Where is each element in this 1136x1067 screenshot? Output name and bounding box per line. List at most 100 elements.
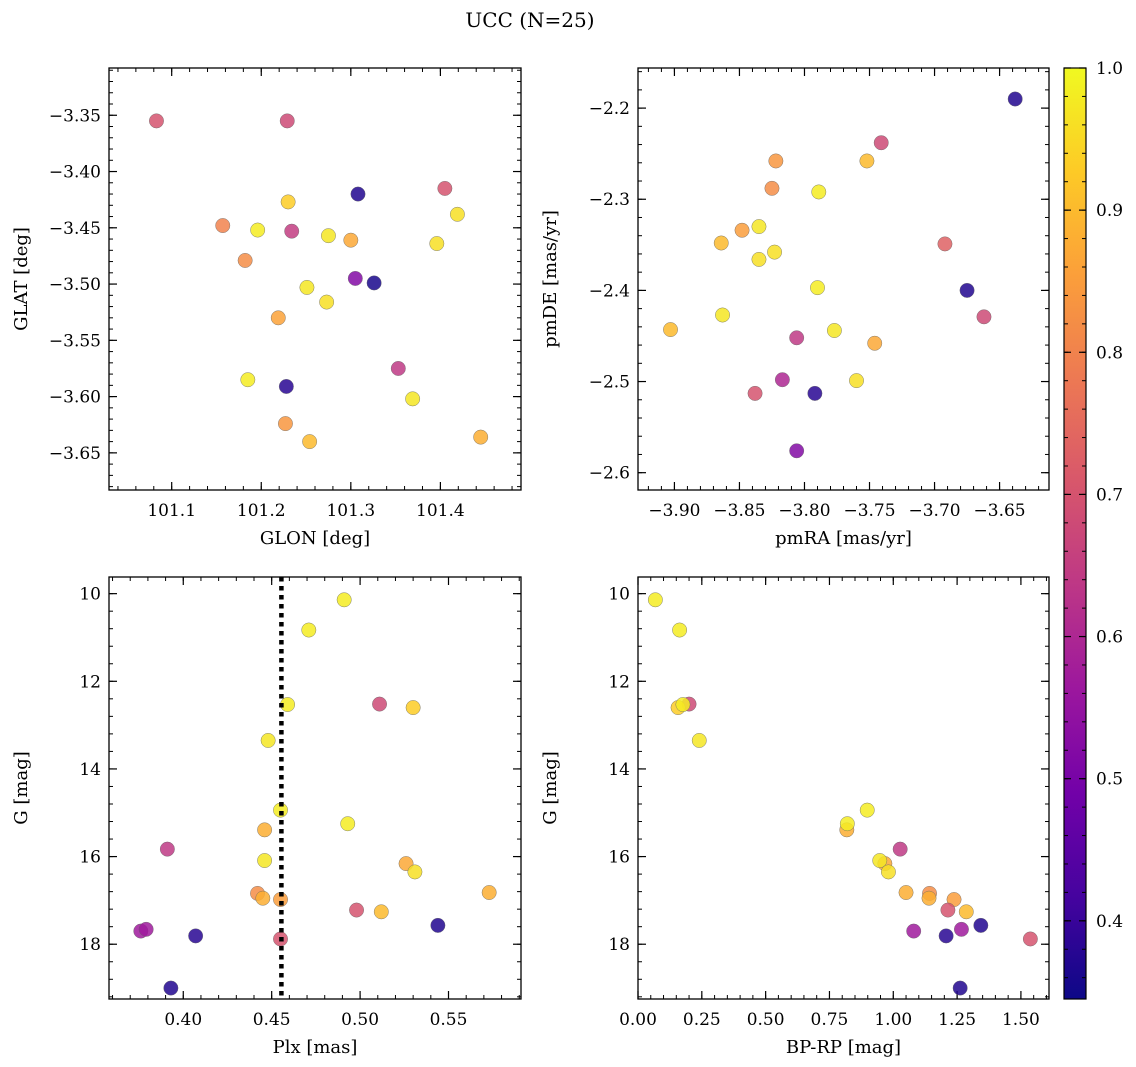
scatter-point (299, 280, 315, 295)
scatter-point (849, 373, 864, 389)
x-tick-label: −3.80 (778, 501, 830, 521)
scatter-point (138, 921, 154, 937)
y-tick-label: −2.3 (589, 190, 630, 210)
y-tick-label: 16 (608, 848, 630, 868)
scatter-point (188, 928, 204, 944)
scatter-point (898, 885, 914, 900)
scatter-point (407, 864, 423, 880)
scatter-point (159, 841, 175, 857)
colorbar-tick-label: 0.7 (1096, 485, 1123, 505)
scatter-point (255, 890, 271, 906)
axes-frame (637, 67, 1050, 491)
x-tick-label: 0.55 (430, 1010, 468, 1030)
x-tick-label: 101.4 (416, 501, 465, 521)
colorbar: 0.4 0.5 0.6 0.7 0.8 0.9 1.0 (1063, 59, 1123, 1000)
scatter-point (940, 902, 956, 918)
scatter-point (873, 135, 889, 151)
scatter-point (257, 853, 273, 868)
axes-frame (108, 576, 522, 1000)
scatter-point (892, 841, 908, 857)
axes-frame (108, 67, 522, 491)
colorbar-tick-label: 0.4 (1096, 912, 1123, 932)
scatter-point (764, 180, 780, 196)
scatter-point (952, 980, 968, 996)
y-tick-label: −2.5 (589, 373, 630, 393)
x-tick-label: 0.50 (747, 1010, 785, 1030)
colorbar-tick-label: 0.5 (1096, 770, 1123, 790)
scatter-point (859, 802, 875, 818)
scatter-point (284, 223, 300, 239)
scatter-point (437, 181, 453, 196)
colorbar-tick-label: 1.0 (1096, 59, 1123, 79)
scatter-point (859, 153, 875, 169)
scatter-point (872, 853, 888, 868)
scatter-point (336, 592, 352, 608)
y-tick-label: −3.60 (49, 388, 101, 408)
scatter-point (675, 697, 691, 712)
x-axis-label: BP-RP [mag] (786, 1037, 901, 1058)
scatter-point (373, 904, 389, 920)
scatter-point (250, 222, 266, 238)
scatter-point (768, 153, 784, 169)
scatter-point (279, 113, 295, 129)
scatter-point (301, 622, 317, 638)
y-axis-label: pmDE [mas/yr] (540, 210, 561, 348)
scatter-point (270, 310, 286, 326)
scatter-point (1022, 931, 1038, 947)
scatter-point (691, 733, 707, 748)
scatter-point (450, 206, 465, 222)
y-tick-label: 18 (608, 935, 630, 955)
x-tick-label: 1.25 (938, 1010, 976, 1030)
y-axis-label: GLAT [deg] (11, 227, 32, 331)
figure-title: UCC (N=25) (465, 8, 594, 32)
scatter-point (767, 244, 782, 260)
scatter-point (340, 816, 356, 832)
scatter-point (747, 385, 763, 401)
scatter-point (713, 235, 729, 251)
scatter-point (663, 322, 678, 337)
x-tick-label: −3.75 (843, 501, 895, 521)
x-tick-label: 0.00 (619, 1010, 657, 1030)
x-tick-label: 0.75 (811, 1010, 849, 1030)
x-tick-label: −3.90 (648, 501, 700, 521)
scatter-point (973, 917, 989, 933)
scatter-point (807, 385, 823, 401)
scatter-point (149, 113, 164, 129)
axes-frame (637, 576, 1050, 1000)
y-tick-label: −3.40 (49, 163, 101, 183)
scatter-point (811, 184, 827, 200)
scatter-point (343, 232, 359, 248)
x-tick-label: 0.45 (253, 1010, 291, 1030)
x-tick-label: −3.70 (908, 501, 960, 521)
x-tick-label: 1.00 (874, 1010, 912, 1030)
scatter-point (921, 890, 937, 906)
colorbar-tick-label: 0.6 (1096, 628, 1123, 648)
scatter-point (237, 253, 253, 268)
panel-3: 0.40 0.45 0.50 0.55 10 12 14 16 18 Plx [mas] G [ma… (11, 576, 522, 1058)
scatter-point (954, 921, 969, 937)
y-tick-label: 10 (608, 585, 630, 605)
x-axis-label: pmRA [mas/yr] (775, 528, 912, 549)
panel-2: −3.90 −3.85 −3.80 −3.75 −3.70 −3.65 −2.2 −2.3 −2… (540, 67, 1050, 549)
scatter-point (734, 222, 750, 238)
x-tick-label: 1.50 (1002, 1010, 1040, 1030)
scatter-point (321, 228, 336, 244)
colorbar-tick-label: 0.9 (1096, 201, 1123, 221)
scatter-point (257, 822, 273, 838)
y-tick-label: −2.2 (589, 99, 630, 119)
y-tick-label: 14 (79, 760, 101, 780)
scatter-point (1007, 91, 1023, 107)
y-tick-label: 10 (79, 585, 101, 605)
scatter-point (372, 696, 387, 712)
scatter-point (906, 923, 922, 939)
scatter-point (260, 733, 276, 748)
y-tick-label: 18 (79, 935, 101, 955)
scatter-point (826, 323, 842, 338)
colorbar-tick-label: 0.8 (1096, 343, 1123, 363)
y-tick-label: 14 (608, 760, 630, 780)
x-axis-label: GLON [deg] (260, 528, 370, 549)
panel-1: 101.1 101.2 101.3 101.4 −3.35 −3.40 −3.45 −3.50… (11, 67, 522, 549)
scatter-point (810, 280, 825, 296)
y-tick-label: −3.45 (49, 219, 101, 239)
scatter-point (715, 307, 730, 323)
